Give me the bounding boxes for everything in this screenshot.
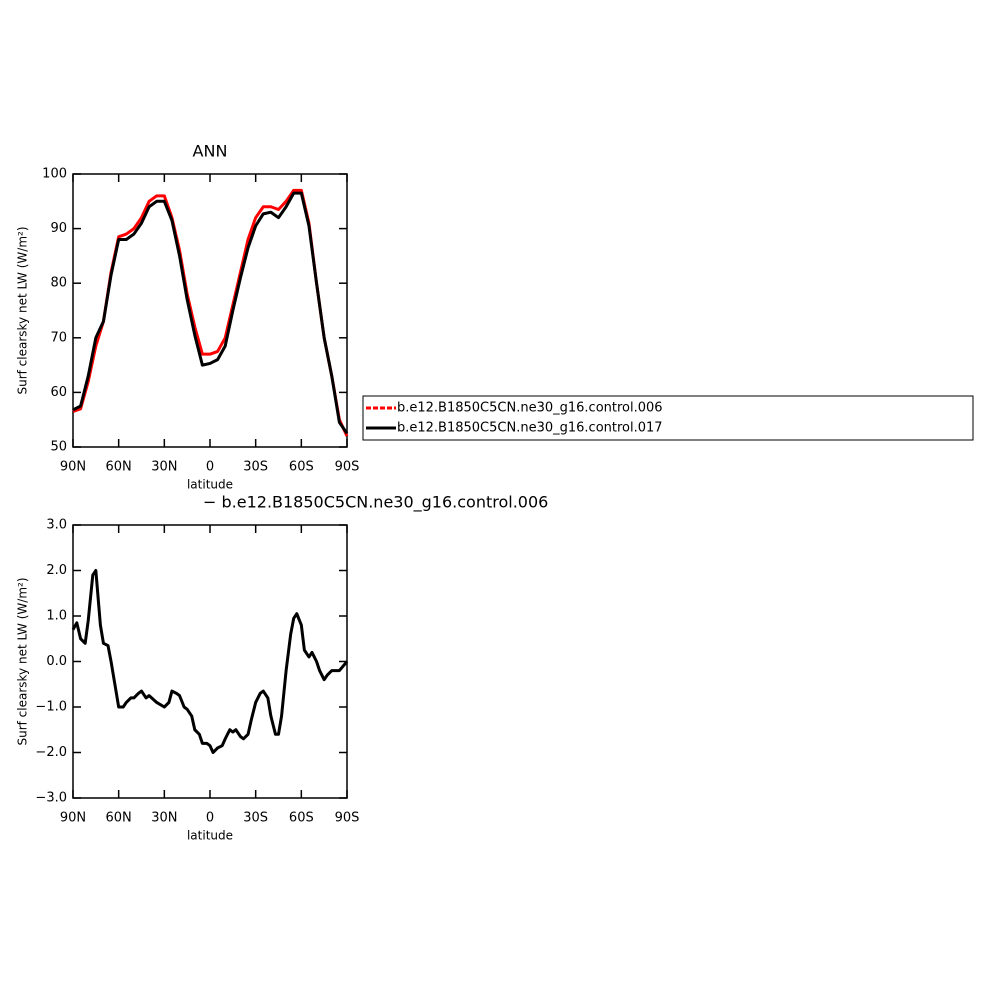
- x-tick-label: 90S: [335, 811, 360, 826]
- chart-title: ANN: [193, 142, 228, 161]
- legend-label: b.e12.B1850C5CN.ne30_g16.control.006: [397, 401, 663, 416]
- y-tick-label: 0.0: [46, 654, 67, 669]
- y-tick-label: 60: [50, 385, 67, 400]
- data-line: [71, 569, 349, 754]
- legend-label: b.e12.B1850C5CN.ne30_g16.control.017: [397, 421, 663, 436]
- x-axis-label: latitude: [187, 829, 233, 843]
- x-tick-label: 0: [206, 460, 214, 475]
- y-tick-label: 50: [50, 440, 67, 455]
- x-tick-label: 0: [206, 811, 214, 826]
- data-line: [72, 188, 349, 437]
- chart-title: − b.e12.B1850C5CN.ne30_g16.control.006: [203, 493, 548, 513]
- y-tick-label: −1.0: [35, 700, 67, 715]
- x-axis-label: latitude: [187, 478, 233, 492]
- y-tick-label: 70: [50, 330, 67, 345]
- x-tick-label: 90N: [60, 811, 86, 826]
- y-tick-label: 80: [50, 276, 67, 291]
- x-tick-label: 90S: [335, 460, 360, 475]
- x-tick-label: 60N: [106, 811, 132, 826]
- x-tick-label: 90N: [60, 460, 86, 475]
- plot-frame: [72, 524, 348, 799]
- y-tick-label: −3.0: [35, 791, 67, 806]
- x-tick-label: 30S: [243, 460, 268, 475]
- y-tick-label: 3.0: [46, 518, 67, 533]
- x-tick-label: 30N: [151, 811, 177, 826]
- y-tick-label: 2.0: [46, 563, 67, 578]
- x-tick-label: 60S: [289, 460, 314, 475]
- x-tick-label: 30S: [243, 811, 268, 826]
- data-line: [72, 191, 349, 435]
- y-tick-label: 90: [50, 221, 67, 236]
- y-axis-label: Surf clearsky net LW (W/m²): [16, 577, 30, 745]
- x-tick-label: 30N: [151, 460, 177, 475]
- y-axis-label: Surf clearsky net LW (W/m²): [16, 226, 30, 394]
- y-tick-label: 1.0: [46, 609, 67, 624]
- x-tick-label: 60S: [289, 811, 314, 826]
- legend-box: [362, 395, 974, 441]
- x-tick-label: 60N: [106, 460, 132, 475]
- y-tick-label: 100: [42, 167, 67, 182]
- y-tick-label: −2.0: [35, 745, 67, 760]
